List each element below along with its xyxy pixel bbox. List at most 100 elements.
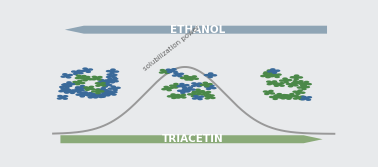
Circle shape bbox=[268, 74, 273, 76]
Circle shape bbox=[172, 74, 177, 77]
Circle shape bbox=[284, 81, 289, 83]
Circle shape bbox=[298, 82, 304, 85]
Circle shape bbox=[204, 85, 210, 88]
Circle shape bbox=[65, 89, 70, 91]
Circle shape bbox=[80, 82, 85, 84]
Circle shape bbox=[59, 86, 65, 88]
Circle shape bbox=[75, 83, 81, 85]
Circle shape bbox=[265, 76, 271, 78]
Circle shape bbox=[274, 95, 280, 98]
Circle shape bbox=[97, 76, 103, 78]
Circle shape bbox=[63, 95, 68, 98]
Circle shape bbox=[107, 90, 113, 93]
Circle shape bbox=[95, 92, 101, 94]
Circle shape bbox=[185, 90, 191, 92]
Circle shape bbox=[187, 93, 193, 96]
Circle shape bbox=[64, 74, 70, 77]
Circle shape bbox=[200, 90, 205, 93]
Circle shape bbox=[97, 94, 103, 96]
Circle shape bbox=[211, 87, 217, 89]
Circle shape bbox=[191, 95, 196, 97]
Circle shape bbox=[76, 74, 81, 77]
Circle shape bbox=[294, 95, 299, 97]
Circle shape bbox=[272, 74, 279, 77]
Circle shape bbox=[76, 70, 82, 72]
Circle shape bbox=[91, 78, 97, 80]
Circle shape bbox=[110, 79, 116, 82]
Circle shape bbox=[287, 95, 293, 98]
Circle shape bbox=[287, 96, 293, 99]
Circle shape bbox=[301, 84, 307, 87]
Circle shape bbox=[103, 81, 108, 84]
Circle shape bbox=[100, 80, 107, 83]
Circle shape bbox=[286, 97, 291, 100]
Circle shape bbox=[204, 95, 209, 97]
Circle shape bbox=[75, 93, 81, 96]
Circle shape bbox=[77, 91, 82, 94]
Circle shape bbox=[83, 93, 89, 96]
Circle shape bbox=[85, 71, 91, 73]
Circle shape bbox=[80, 70, 86, 72]
Circle shape bbox=[297, 89, 303, 92]
Circle shape bbox=[62, 85, 69, 88]
Circle shape bbox=[175, 94, 181, 96]
Circle shape bbox=[263, 90, 268, 93]
Circle shape bbox=[282, 79, 289, 82]
Circle shape bbox=[271, 73, 276, 75]
Circle shape bbox=[83, 77, 90, 80]
Circle shape bbox=[272, 71, 277, 74]
Circle shape bbox=[196, 92, 202, 95]
Circle shape bbox=[78, 86, 85, 89]
Circle shape bbox=[177, 85, 182, 88]
Circle shape bbox=[282, 77, 288, 80]
Circle shape bbox=[195, 90, 202, 93]
Circle shape bbox=[292, 91, 298, 93]
Circle shape bbox=[112, 74, 118, 76]
Circle shape bbox=[110, 85, 116, 88]
Circle shape bbox=[104, 89, 109, 92]
Circle shape bbox=[275, 69, 280, 72]
Circle shape bbox=[274, 85, 279, 87]
Circle shape bbox=[269, 75, 275, 77]
Circle shape bbox=[208, 72, 214, 75]
Circle shape bbox=[64, 87, 70, 89]
Circle shape bbox=[170, 95, 177, 98]
Circle shape bbox=[291, 82, 296, 84]
Circle shape bbox=[70, 89, 76, 92]
Circle shape bbox=[177, 90, 183, 92]
Circle shape bbox=[204, 74, 209, 76]
Circle shape bbox=[270, 68, 276, 71]
Circle shape bbox=[161, 88, 167, 91]
Circle shape bbox=[170, 93, 176, 96]
Circle shape bbox=[175, 96, 181, 99]
Circle shape bbox=[105, 94, 111, 97]
Circle shape bbox=[281, 95, 287, 97]
Circle shape bbox=[279, 82, 285, 85]
Circle shape bbox=[113, 80, 119, 82]
Circle shape bbox=[60, 75, 66, 78]
Text: solubilization power: solubilization power bbox=[143, 24, 201, 72]
Circle shape bbox=[103, 82, 109, 84]
Circle shape bbox=[195, 96, 201, 99]
Circle shape bbox=[194, 77, 199, 80]
Circle shape bbox=[202, 92, 209, 95]
Circle shape bbox=[166, 89, 172, 91]
Circle shape bbox=[106, 70, 112, 72]
Circle shape bbox=[99, 90, 105, 93]
Circle shape bbox=[111, 76, 117, 78]
Circle shape bbox=[107, 91, 112, 93]
Circle shape bbox=[190, 88, 196, 91]
Circle shape bbox=[95, 85, 101, 87]
Circle shape bbox=[109, 70, 116, 73]
Circle shape bbox=[164, 87, 171, 90]
Circle shape bbox=[84, 93, 90, 95]
Circle shape bbox=[293, 82, 298, 85]
Circle shape bbox=[270, 70, 277, 73]
Circle shape bbox=[78, 72, 84, 74]
Circle shape bbox=[209, 94, 215, 97]
Circle shape bbox=[78, 88, 84, 91]
Circle shape bbox=[99, 88, 106, 91]
Circle shape bbox=[282, 94, 287, 96]
Circle shape bbox=[276, 73, 282, 76]
Circle shape bbox=[292, 95, 297, 98]
